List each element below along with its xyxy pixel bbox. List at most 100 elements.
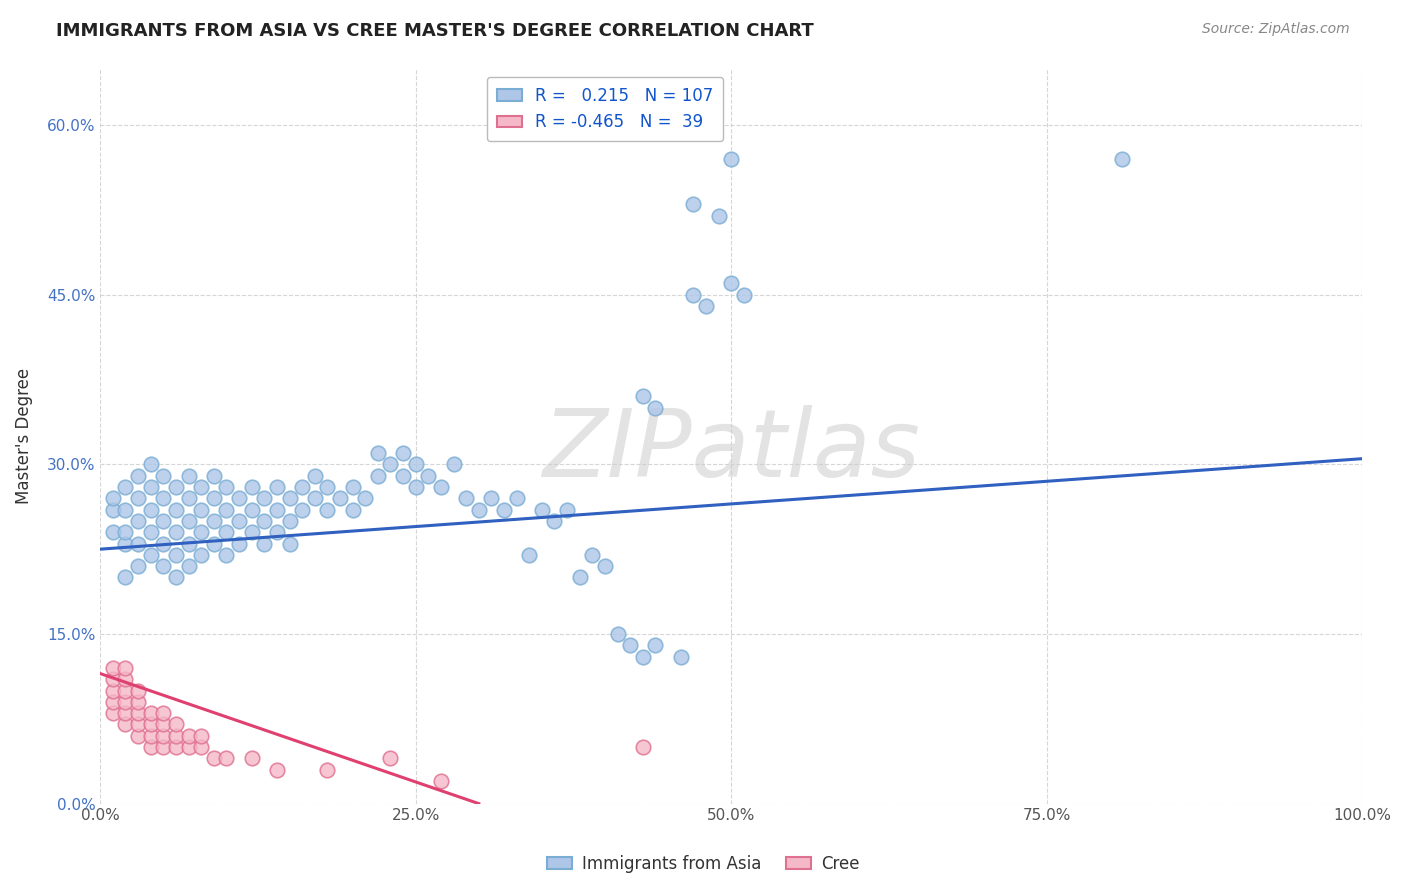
- Point: [114, 536, 136, 550]
- Point: [266, 525, 288, 540]
- Point: [101, 661, 124, 675]
- Point: [190, 740, 212, 755]
- Point: [430, 774, 453, 789]
- Point: [443, 458, 465, 472]
- Point: [190, 502, 212, 516]
- Point: [127, 536, 149, 550]
- Point: [127, 695, 149, 709]
- Point: [101, 683, 124, 698]
- Point: [190, 548, 212, 562]
- Point: [202, 514, 225, 528]
- Point: [114, 706, 136, 720]
- Point: [304, 491, 326, 506]
- Point: [127, 717, 149, 731]
- Point: [152, 514, 174, 528]
- Point: [152, 717, 174, 731]
- Point: [215, 502, 238, 516]
- Point: [127, 491, 149, 506]
- Point: [114, 683, 136, 698]
- Point: [152, 729, 174, 743]
- Point: [278, 536, 301, 550]
- Point: [405, 480, 427, 494]
- Point: [114, 661, 136, 675]
- Point: [127, 729, 149, 743]
- Point: [619, 638, 641, 652]
- Point: [139, 717, 162, 731]
- Point: [240, 525, 263, 540]
- Point: [127, 559, 149, 574]
- Point: [316, 763, 339, 777]
- Point: [555, 502, 578, 516]
- Point: [177, 729, 200, 743]
- Point: [215, 751, 238, 765]
- Point: [479, 491, 502, 506]
- Point: [316, 502, 339, 516]
- Point: [631, 740, 654, 755]
- Point: [266, 763, 288, 777]
- Point: [644, 401, 666, 415]
- Point: [139, 502, 162, 516]
- Point: [190, 525, 212, 540]
- Point: [139, 729, 162, 743]
- Point: [152, 491, 174, 506]
- Point: [392, 468, 415, 483]
- Point: [101, 502, 124, 516]
- Y-axis label: Master's Degree: Master's Degree: [15, 368, 32, 504]
- Point: [418, 468, 440, 483]
- Point: [114, 695, 136, 709]
- Point: [101, 525, 124, 540]
- Point: [669, 649, 692, 664]
- Point: [139, 548, 162, 562]
- Point: [380, 458, 402, 472]
- Point: [278, 491, 301, 506]
- Point: [367, 446, 389, 460]
- Point: [266, 502, 288, 516]
- Point: [114, 502, 136, 516]
- Point: [240, 751, 263, 765]
- Point: [127, 514, 149, 528]
- Point: [152, 536, 174, 550]
- Point: [266, 480, 288, 494]
- Point: [202, 468, 225, 483]
- Point: [114, 525, 136, 540]
- Point: [127, 706, 149, 720]
- Point: [215, 480, 238, 494]
- Text: ZIPatlas: ZIPatlas: [543, 405, 920, 496]
- Point: [606, 627, 628, 641]
- Point: [644, 638, 666, 652]
- Point: [631, 389, 654, 403]
- Point: [568, 570, 591, 584]
- Point: [139, 525, 162, 540]
- Point: [202, 751, 225, 765]
- Point: [342, 502, 364, 516]
- Point: [581, 548, 603, 562]
- Point: [101, 706, 124, 720]
- Point: [530, 502, 553, 516]
- Point: [190, 729, 212, 743]
- Point: [127, 468, 149, 483]
- Point: [190, 480, 212, 494]
- Point: [228, 514, 250, 528]
- Point: [165, 548, 187, 562]
- Point: [165, 729, 187, 743]
- Point: [177, 740, 200, 755]
- Point: [101, 672, 124, 686]
- Point: [505, 491, 527, 506]
- Point: [492, 502, 515, 516]
- Point: [695, 299, 717, 313]
- Point: [114, 570, 136, 584]
- Text: Source: ZipAtlas.com: Source: ZipAtlas.com: [1202, 22, 1350, 37]
- Point: [1111, 152, 1133, 166]
- Point: [202, 536, 225, 550]
- Point: [707, 209, 730, 223]
- Point: [152, 740, 174, 755]
- Point: [177, 559, 200, 574]
- Point: [228, 536, 250, 550]
- Point: [139, 480, 162, 494]
- Point: [329, 491, 352, 506]
- Point: [139, 740, 162, 755]
- Point: [152, 559, 174, 574]
- Point: [202, 491, 225, 506]
- Point: [593, 559, 616, 574]
- Point: [720, 277, 742, 291]
